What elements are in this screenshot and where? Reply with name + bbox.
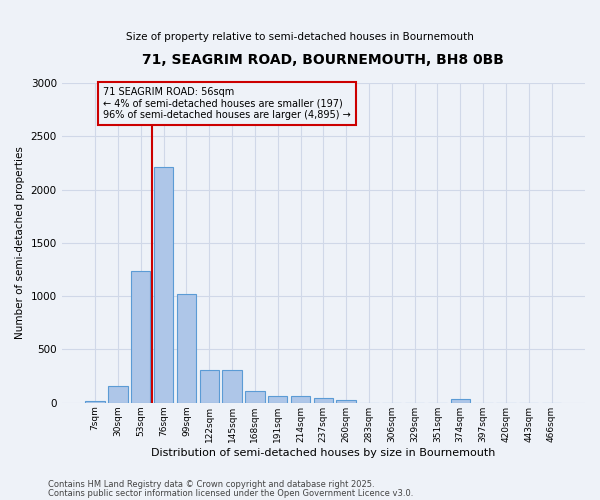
Text: Size of property relative to semi-detached houses in Bournemouth: Size of property relative to semi-detach…: [126, 32, 474, 42]
Bar: [154, 167, 173, 403]
Bar: [314, 398, 333, 403]
Bar: [200, 370, 219, 403]
Bar: [131, 270, 151, 403]
X-axis label: Distribution of semi-detached houses by size in Bournemouth: Distribution of semi-detached houses by …: [151, 448, 496, 458]
Bar: [245, 391, 265, 403]
Bar: [268, 396, 287, 403]
Text: 71 SEAGRIM ROAD: 56sqm
← 4% of semi-detached houses are smaller (197)
96% of sem: 71 SEAGRIM ROAD: 56sqm ← 4% of semi-deta…: [103, 87, 351, 120]
Text: Contains HM Land Registry data © Crown copyright and database right 2025.: Contains HM Land Registry data © Crown c…: [48, 480, 374, 489]
Bar: [108, 386, 128, 403]
Bar: [451, 399, 470, 403]
Title: 71, SEAGRIM ROAD, BOURNEMOUTH, BH8 0BB: 71, SEAGRIM ROAD, BOURNEMOUTH, BH8 0BB: [142, 52, 504, 66]
Bar: [177, 294, 196, 403]
Bar: [291, 396, 310, 403]
Y-axis label: Number of semi-detached properties: Number of semi-detached properties: [15, 146, 25, 340]
Text: Contains public sector information licensed under the Open Government Licence v3: Contains public sector information licen…: [48, 488, 413, 498]
Bar: [223, 370, 242, 403]
Bar: [337, 400, 356, 403]
Bar: [85, 401, 105, 403]
